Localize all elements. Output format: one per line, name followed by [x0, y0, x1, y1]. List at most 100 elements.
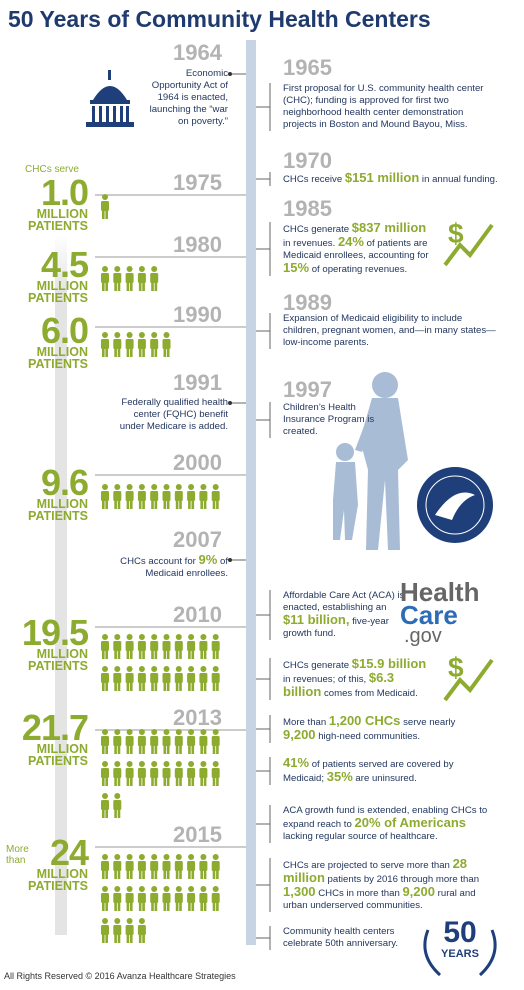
right-note: Community health centers celebrate 50th …	[283, 926, 423, 950]
connector-dot	[228, 558, 232, 562]
highlight: 9,200	[283, 727, 316, 742]
person-icon	[187, 634, 196, 659]
person-icon	[199, 666, 208, 691]
stat-prefix: CHCs serve	[25, 164, 79, 175]
left-note: Federally qualified health center (FQHC)…	[110, 397, 228, 433]
text: Affordable Care Act (ACA) is enacted, es…	[283, 590, 405, 613]
person-icon	[101, 854, 109, 879]
highlight: $151 million	[344, 170, 420, 185]
person-icon	[211, 729, 220, 754]
person-icon	[187, 761, 196, 786]
text: ACA growth fund is extended, enabling CH…	[283, 805, 488, 830]
person-icon	[162, 729, 171, 754]
person-icon	[137, 918, 146, 943]
person-icon	[137, 854, 146, 879]
hhs-seal	[417, 467, 493, 543]
person-icon	[150, 729, 159, 754]
person-icon	[150, 484, 159, 509]
person-icon	[150, 332, 159, 357]
year-label: 1965	[283, 55, 332, 80]
text: First proposal for U.S. community health…	[283, 83, 484, 130]
person-icon	[125, 332, 134, 357]
person-icon	[137, 484, 146, 509]
highlight: 20% of Americans	[354, 815, 466, 830]
year-label: 1975	[173, 170, 222, 195]
person-icon	[101, 886, 109, 911]
text: CHCs receive	[283, 174, 345, 185]
person-icon	[187, 666, 196, 691]
year-label: 2000	[173, 450, 222, 475]
person-icon	[137, 886, 146, 911]
person-icon	[101, 266, 109, 291]
stat-number: 21.7	[21, 707, 89, 748]
text: high-need communities.	[315, 731, 421, 742]
text: of Medicaid enrollees.	[145, 556, 228, 579]
person-icon	[211, 666, 220, 691]
person-icon	[125, 729, 134, 754]
person-icon	[150, 761, 159, 786]
badge-number: 50	[443, 916, 477, 949]
growth-icon	[443, 223, 494, 702]
stat-unit: MILLION PATIENTS	[28, 207, 88, 233]
text: of patients served are covered by Medica…	[283, 759, 454, 784]
right-note: 41% of patients served are covered by Me…	[283, 756, 483, 785]
person-icon	[125, 854, 134, 879]
year-label: 2015	[173, 822, 222, 847]
family-silhouette	[333, 372, 408, 550]
logo-health: Health	[400, 577, 480, 607]
right-note: First proposal for U.S. community health…	[283, 83, 498, 131]
right-note: CHCs receive $151 million in annual fund…	[283, 170, 498, 186]
person-icon	[174, 484, 183, 509]
highlight: 1,300	[283, 884, 316, 899]
text: CHCs generate	[283, 224, 352, 235]
person-icon	[113, 484, 122, 509]
person-icon	[211, 761, 220, 786]
highlight: $15.9 billion	[351, 656, 427, 671]
person-icon	[199, 634, 208, 659]
highlight: 24%	[337, 234, 364, 249]
text: are uninsured.	[352, 773, 417, 784]
text: lacking regular source of healthcare.	[283, 831, 438, 842]
stat-number: 24	[49, 832, 89, 873]
right-note: ACA growth fund is extended, enabling CH…	[283, 805, 493, 843]
text: five-year growth fund.	[283, 616, 389, 639]
person-icon	[199, 729, 208, 754]
person-icon	[187, 484, 196, 509]
year-label: 1989	[283, 290, 332, 315]
year-label: 1997	[283, 377, 332, 402]
right-note: Children’s Health Insurance Program is c…	[283, 402, 393, 438]
stat-number: 4.5	[40, 244, 89, 285]
highlight: 9%	[198, 552, 218, 567]
highlight: 28 million	[283, 856, 468, 885]
year-label: 1985	[283, 196, 332, 221]
person-icon	[174, 854, 183, 879]
person-icon	[137, 634, 146, 659]
side-bar	[55, 235, 67, 935]
text: More than	[283, 717, 329, 728]
person-icon	[113, 761, 122, 786]
person-icon	[162, 484, 171, 509]
stat-unit: MILLION PATIENTS	[28, 345, 88, 371]
person-icon	[162, 634, 171, 659]
person-icon	[174, 729, 183, 754]
right-note: CHCs generate $15.9 billion in revenues;…	[283, 656, 433, 700]
person-icon	[187, 886, 196, 911]
timeline-bar	[246, 40, 256, 945]
text: of patients are Medicaid enrollees, acco…	[283, 238, 429, 261]
text: Children’s Health Insurance Program is c…	[283, 402, 375, 437]
stat-unit: MILLION PATIENTS	[28, 647, 88, 673]
person-icon	[211, 886, 220, 911]
text: CHCs are projected to serve more than	[283, 860, 453, 871]
text: serve nearly	[400, 717, 456, 728]
left-note: CHCs account for 9% of Medicaid enrollee…	[110, 552, 228, 580]
person-icon	[125, 761, 134, 786]
dollar-icon: $	[448, 218, 464, 249]
text: rural and urban underserved communities.	[283, 888, 476, 911]
year-label: 2007	[173, 527, 222, 552]
right-note: CHCs generate $837 million in revenues. …	[283, 220, 433, 276]
highlight: $837 million	[351, 220, 427, 235]
stat-number: 1.0	[40, 172, 89, 213]
person-icon	[199, 886, 208, 911]
